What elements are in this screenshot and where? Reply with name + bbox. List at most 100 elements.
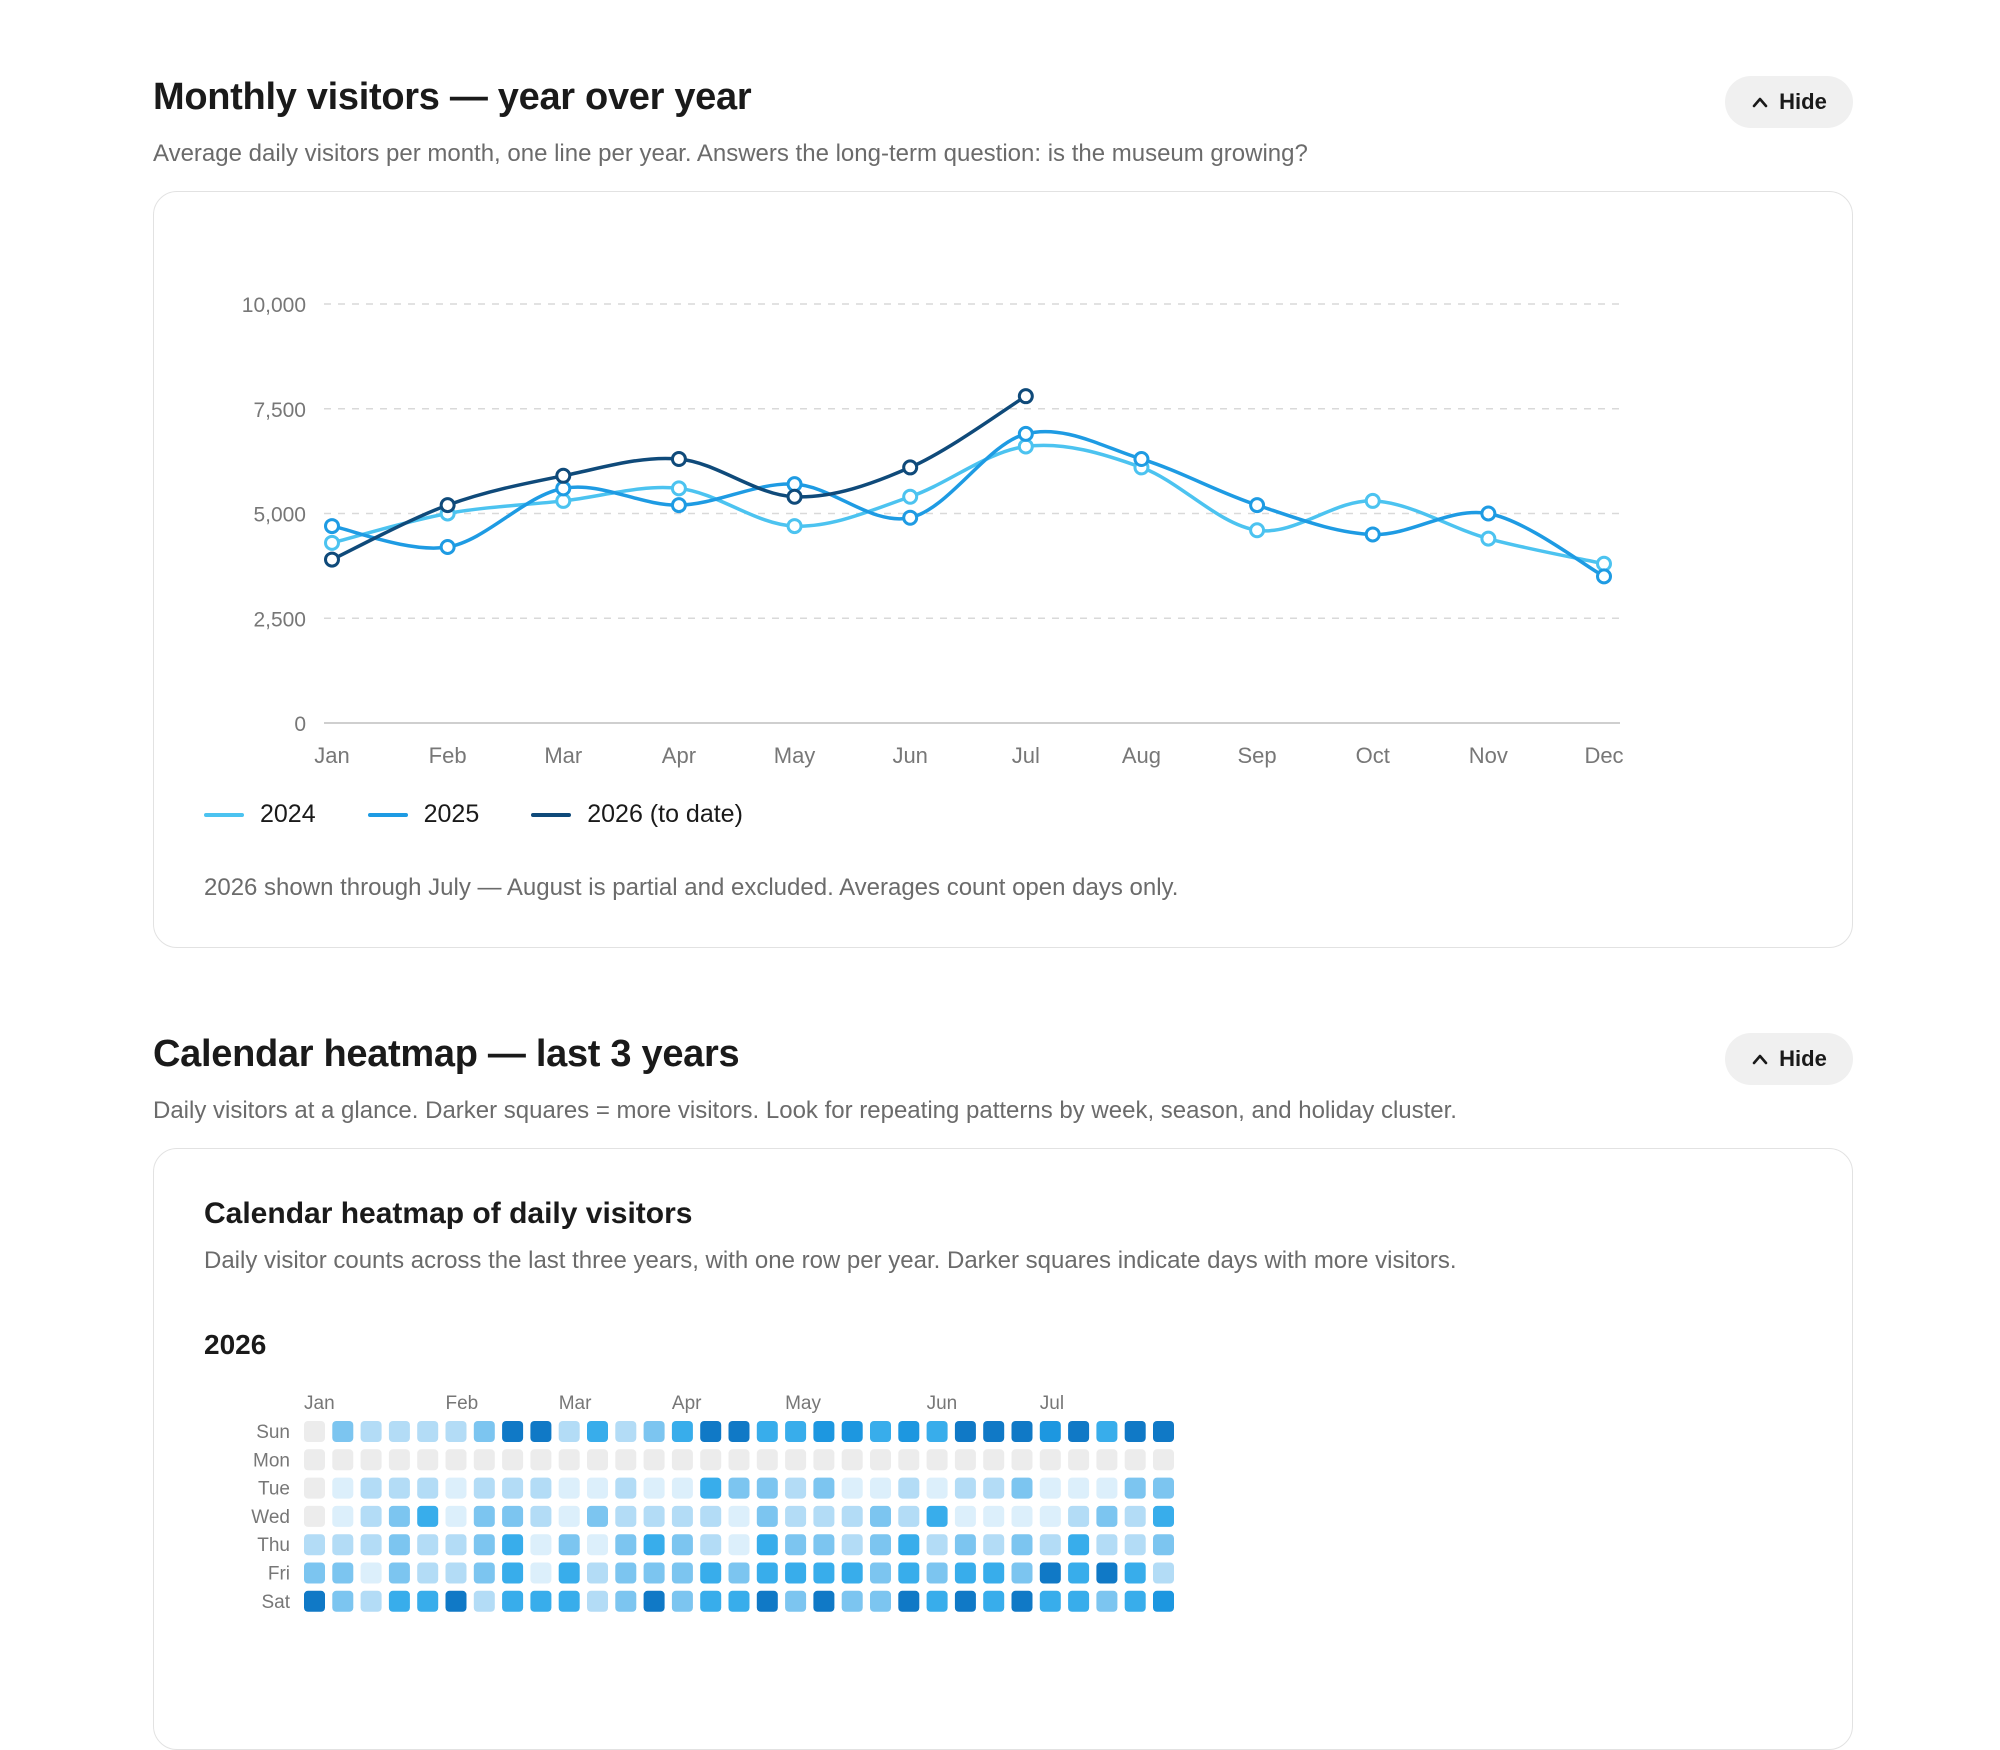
heatmap-cell[interactable] [813,1562,835,1584]
hide-button[interactable]: Hide [1725,76,1853,128]
heatmap-cell[interactable] [841,1534,863,1556]
heatmap-cell[interactable] [728,1421,750,1442]
heatmap-cell[interactable] [473,1505,495,1527]
heatmap-cell[interactable] [615,1477,637,1499]
data-point[interactable] [324,518,340,535]
heatmap-cell[interactable] [558,1505,580,1527]
heatmap-cell[interactable] [671,1449,693,1471]
data-point[interactable] [324,534,340,551]
data-point[interactable] [555,467,572,484]
heatmap-cell[interactable] [898,1421,920,1442]
heatmap-cell[interactable] [1153,1534,1174,1556]
heatmap-cell[interactable] [1039,1477,1061,1499]
heatmap-cell[interactable] [700,1421,722,1442]
heatmap-cell[interactable] [615,1534,637,1556]
heatmap-cell[interactable] [332,1449,354,1471]
heatmap-cell[interactable] [587,1421,608,1442]
heatmap-cell[interactable] [841,1562,863,1584]
heatmap-cell[interactable] [1153,1449,1174,1471]
heatmap-cell[interactable] [785,1421,807,1442]
heatmap-cell[interactable] [388,1421,410,1442]
heatmap-cell[interactable] [785,1590,807,1612]
heatmap-cell[interactable] [700,1590,722,1612]
heatmap-cell[interactable] [360,1477,382,1499]
heatmap-cell[interactable] [587,1590,608,1612]
heatmap-cell[interactable] [530,1534,552,1556]
heatmap-cell[interactable] [417,1590,439,1612]
heatmap-cell[interactable] [841,1590,863,1612]
heatmap-cell[interactable] [1011,1505,1033,1527]
legend-item-2026[interactable]: 2026 (to date) [531,800,743,829]
heatmap-cell[interactable] [530,1449,552,1471]
heatmap-cell[interactable] [530,1562,552,1584]
heatmap-cell[interactable] [417,1421,439,1442]
data-point[interactable] [902,509,919,526]
heatmap-cell[interactable] [615,1590,637,1612]
heatmap-cell[interactable] [1153,1477,1174,1499]
heatmap-cell[interactable] [388,1449,410,1471]
heatmap-cell[interactable] [360,1590,382,1612]
heatmap-cell[interactable] [954,1477,976,1499]
heatmap-cell[interactable] [728,1562,750,1584]
heatmap-cell[interactable] [756,1449,778,1471]
heatmap-cell[interactable] [756,1477,778,1499]
heatmap-cell[interactable] [304,1449,325,1471]
heatmap-cell[interactable] [898,1590,920,1612]
heatmap-cell[interactable] [643,1421,665,1442]
data-point[interactable] [786,476,803,493]
heatmap-cell[interactable] [530,1477,552,1499]
heatmap-cell[interactable] [360,1505,382,1527]
heatmap-cell[interactable] [332,1590,354,1612]
heatmap-cell[interactable] [983,1477,1005,1499]
heatmap-cell[interactable] [1068,1449,1090,1471]
heatmap-cell[interactable] [983,1505,1005,1527]
heatmap-cell[interactable] [870,1505,891,1527]
heatmap-cell[interactable] [728,1505,750,1527]
heatmap-cell[interactable] [898,1505,920,1527]
heatmap-cell[interactable] [587,1449,608,1471]
heatmap-cell[interactable] [587,1477,608,1499]
heatmap-cell[interactable] [1153,1562,1174,1584]
heatmap-cell[interactable] [304,1590,325,1612]
heatmap-cell[interactable] [700,1477,722,1499]
heatmap-cell[interactable] [360,1421,382,1442]
heatmap-cell[interactable] [502,1562,524,1584]
heatmap-cell[interactable] [785,1562,807,1584]
heatmap-cell[interactable] [502,1449,524,1471]
heatmap-cell[interactable] [473,1421,495,1442]
heatmap-cell[interactable] [643,1534,665,1556]
heatmap-cell[interactable] [445,1421,467,1442]
heatmap-cell[interactable] [728,1477,750,1499]
heatmap-cell[interactable] [1039,1534,1061,1556]
heatmap-cell[interactable] [728,1534,750,1556]
heatmap-cell[interactable] [388,1590,410,1612]
heatmap-cell[interactable] [1124,1505,1146,1527]
heatmap-cell[interactable] [954,1534,976,1556]
heatmap-cell[interactable] [388,1562,410,1584]
heatmap-cell[interactable] [870,1590,891,1612]
heatmap-cell[interactable] [926,1505,948,1527]
heatmap-cell[interactable] [841,1421,863,1442]
heatmap-cell[interactable] [304,1562,325,1584]
heatmap-cell[interactable] [558,1562,580,1584]
heatmap-cell[interactable] [1011,1534,1033,1556]
data-point[interactable] [1249,522,1266,539]
data-point[interactable] [786,518,803,535]
heatmap-cell[interactable] [558,1534,580,1556]
data-point[interactable] [1364,492,1381,509]
heatmap-cell[interactable] [502,1534,524,1556]
heatmap-cell[interactable] [417,1562,439,1584]
heatmap-cell[interactable] [360,1534,382,1556]
heatmap-cell[interactable] [898,1477,920,1499]
data-point[interactable] [324,551,340,568]
data-point[interactable] [1596,568,1612,585]
legend-item-2025[interactable]: 2025 [367,800,479,829]
heatmap-cell[interactable] [502,1421,524,1442]
heatmap-cell[interactable] [1096,1449,1118,1471]
heatmap-cell[interactable] [983,1562,1005,1584]
heatmap-cell[interactable] [643,1505,665,1527]
heatmap-cell[interactable] [445,1449,467,1471]
heatmap-cell[interactable] [643,1449,665,1471]
heatmap-cell[interactable] [1124,1421,1146,1442]
heatmap-cell[interactable] [1068,1505,1090,1527]
